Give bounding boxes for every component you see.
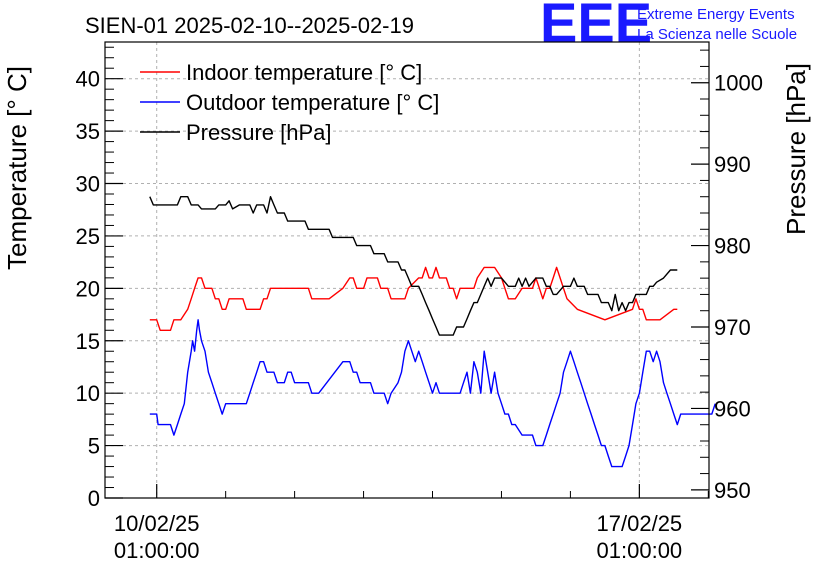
series-lines [149,195,716,468]
y-tick-label: 40 [76,67,100,92]
legend-label-indoor: Indoor temperature [° C] [186,60,422,85]
x-tick-label-time: 01:00:00 [597,538,683,563]
y-tick-label: 15 [76,329,100,354]
y2-tick-label: 950 [714,478,751,503]
y2-tick-label: 960 [714,396,751,421]
x-tick-label-time: 01:00:00 [114,538,200,563]
legend-label-pressure: Pressure [hPa] [186,120,332,145]
grid-lines [105,42,709,498]
y2-tick-label: 990 [714,152,751,177]
y2-axis-label: Pressure [hPa] [781,63,811,235]
series-line-1 [149,319,716,468]
series-line-2 [149,195,678,336]
y-tick-label: 0 [88,486,100,511]
y-tick-label: 5 [88,434,100,459]
y-tick-label: 10 [76,381,100,406]
series-line-0 [149,266,678,331]
y2-tick-label: 980 [714,234,751,259]
y-tick-label: 25 [76,224,100,249]
logo-mark: EEE [540,0,652,54]
axes: 0 5 10 15 20 25 30 35 40 950 960 970 980 990 1000 10/02… [76,46,763,563]
y-axis-label: Temperature [° C] [2,66,32,270]
y-tick-label: 30 [76,172,100,197]
legend-label-outdoor: Outdoor temperature [° C] [186,90,439,115]
y2-tick-label: 970 [714,315,751,340]
logo: EEE Extreme Energy Events La Scienza nel… [540,0,797,54]
y-tick-label: 20 [76,276,100,301]
plot-frame [104,41,710,499]
logo-line-2: La Scienza nelle Scuole [637,26,797,43]
y-tick-label: 35 [76,119,100,144]
logo-line-1: Extreme Energy Events [637,6,795,23]
x-tick-label-date: 17/02/25 [597,511,683,536]
chart-title: SIEN-01 2025-02-10--2025-02-19 [85,13,414,38]
y2-tick-label: 1000 [714,71,763,96]
x-tick-label-date: 10/02/25 [114,511,200,536]
legend: Indoor temperature [° C] Outdoor tempera… [140,60,439,145]
